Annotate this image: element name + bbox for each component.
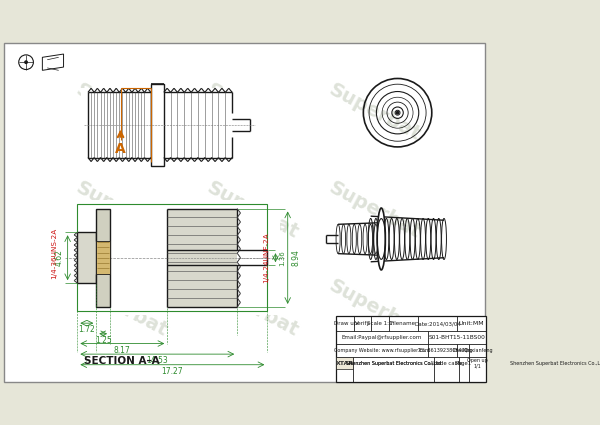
- Text: 14.53: 14.53: [146, 356, 168, 365]
- Text: Shenzhen Superbat Electronics Co.,Ltd: Shenzhen Superbat Electronics Co.,Ltd: [346, 361, 441, 366]
- Text: Superbat: Superbat: [203, 178, 302, 243]
- Text: Superbat: Superbat: [326, 276, 424, 340]
- Text: Unit:MM: Unit:MM: [459, 321, 485, 326]
- Text: 8.94: 8.94: [292, 249, 301, 266]
- Bar: [97, 209, 110, 307]
- Text: Draw up: Draw up: [334, 321, 357, 326]
- Text: Anode cable: Anode cable: [430, 361, 463, 366]
- Text: Superbat: Superbat: [73, 81, 172, 145]
- Text: Filename: Filename: [391, 321, 416, 326]
- Text: Qinxianfeng: Qinxianfeng: [463, 348, 493, 353]
- Text: Scale 1:1: Scale 1:1: [367, 321, 392, 326]
- Text: Open up
1/1: Open up 1/1: [467, 358, 488, 368]
- Text: Superbat: Superbat: [326, 81, 424, 145]
- Bar: [167, 209, 237, 307]
- Text: Superbat: Superbat: [203, 276, 302, 340]
- Text: Superbat: Superbat: [203, 81, 302, 145]
- Text: Shenzhen Superbat Electronics Co.,Ltd: Shenzhen Superbat Electronics Co.,Ltd: [346, 361, 441, 366]
- Text: 1.72: 1.72: [79, 325, 95, 334]
- Text: 1.25: 1.25: [95, 336, 112, 345]
- Polygon shape: [77, 232, 110, 283]
- Text: SECTION A–A: SECTION A–A: [85, 356, 160, 366]
- Text: 1/4-36UNS-2A: 1/4-36UNS-2A: [52, 228, 58, 279]
- Text: Email:Paypal@rfsupplier.com: Email:Paypal@rfsupplier.com: [342, 335, 422, 340]
- Text: 8.17: 8.17: [114, 346, 131, 354]
- Text: TEL 8613923809471: TEL 8613923809471: [417, 348, 468, 353]
- Text: Superbat: Superbat: [73, 178, 172, 243]
- Bar: [77, 204, 268, 311]
- Text: Drawing: Drawing: [452, 348, 473, 353]
- Text: Verify: Verify: [355, 321, 370, 326]
- Bar: [151, 84, 164, 166]
- Circle shape: [25, 61, 27, 63]
- Text: A: A: [115, 142, 126, 156]
- Polygon shape: [97, 241, 110, 274]
- Text: 1/4-24UNF-2A: 1/4-24UNF-2A: [263, 232, 269, 283]
- Bar: [82, 88, 318, 162]
- Text: Date:2014/03/04: Date:2014/03/04: [414, 321, 461, 326]
- Bar: [65, 201, 280, 315]
- Text: Superbat: Superbat: [73, 276, 172, 340]
- Text: Page1: Page1: [456, 361, 472, 366]
- Text: 1.36: 1.36: [279, 250, 285, 266]
- Circle shape: [397, 111, 399, 114]
- Text: 17.27: 17.27: [161, 367, 183, 376]
- Text: Company Website: www.rfsupplier.com: Company Website: www.rfsupplier.com: [334, 348, 430, 353]
- Text: XTAR: XTAR: [335, 361, 354, 366]
- Text: Shenzhen Superbat Electronics Co.,Ltd: Shenzhen Superbat Electronics Co.,Ltd: [510, 361, 600, 366]
- Bar: [337, 316, 485, 382]
- Ellipse shape: [377, 208, 385, 270]
- Text: S01-BHT15-11BS00: S01-BHT15-11BS00: [428, 335, 485, 340]
- Text: 4.62: 4.62: [55, 249, 64, 266]
- Text: Superbat: Superbat: [326, 178, 424, 243]
- Bar: [337, 357, 353, 369]
